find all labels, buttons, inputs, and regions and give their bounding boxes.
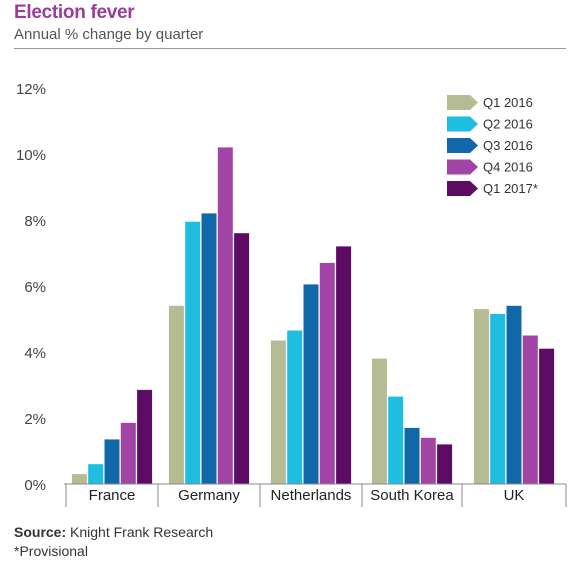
bar (270, 340, 286, 484)
bar (490, 314, 506, 484)
legend-swatch (447, 181, 478, 196)
x-tick-label: Germany (178, 487, 240, 504)
x-tick-label: France (89, 487, 136, 504)
chart-footer: Source: Knight Frank Research *Provision… (14, 523, 213, 561)
y-tick-label: 2% (24, 411, 46, 428)
y-tick-label: 8% (24, 213, 46, 230)
bar (371, 358, 387, 484)
chart-subtitle: Annual % change by quarter (14, 26, 204, 43)
y-tick-label: 6% (24, 279, 46, 296)
legend-label: Q4 2016 (483, 160, 533, 175)
legend-swatch (447, 159, 478, 175)
legend-label: Q3 2016 (483, 138, 533, 153)
bar (168, 305, 184, 484)
bar (522, 335, 538, 484)
legend-label: Q2 2016 (483, 117, 533, 132)
bar (217, 147, 233, 484)
source-label: Source: (14, 524, 67, 540)
bar (506, 305, 522, 484)
legend-label: Q1 2017* (483, 181, 538, 196)
bar (388, 396, 404, 484)
x-tick-label: UK (504, 487, 525, 504)
bar (336, 246, 352, 484)
bar (319, 262, 335, 484)
y-tick-label: 4% (24, 345, 46, 362)
bar (437, 444, 453, 484)
bar (234, 233, 250, 484)
bar (104, 439, 120, 484)
bar (539, 348, 555, 484)
bar (88, 464, 104, 484)
x-tick-label: Netherlands (271, 487, 352, 504)
bar (120, 422, 136, 484)
x-tick-label: South Korea (370, 487, 454, 504)
bar (137, 389, 153, 484)
source-text: Knight Frank Research (66, 524, 214, 540)
bar (404, 427, 420, 484)
legend-swatch (447, 116, 478, 132)
legend-swatch (447, 138, 478, 153)
source-line: Source: Knight Frank Research (14, 523, 213, 542)
bar (185, 221, 201, 484)
chart-title: Election fever (14, 2, 135, 23)
provisional-note: *Provisional (14, 543, 88, 559)
legend-swatch (447, 95, 478, 110)
y-tick-label: 10% (16, 147, 46, 164)
bar (71, 474, 87, 484)
bar (473, 309, 489, 484)
bar (287, 330, 303, 484)
header-divider (14, 48, 566, 49)
bar (303, 284, 319, 484)
legend-label: Q1 2016 (483, 95, 533, 110)
y-tick-label: 12% (16, 81, 46, 98)
bar (420, 437, 436, 484)
bar (201, 213, 217, 484)
y-tick-label: 0% (24, 477, 46, 494)
